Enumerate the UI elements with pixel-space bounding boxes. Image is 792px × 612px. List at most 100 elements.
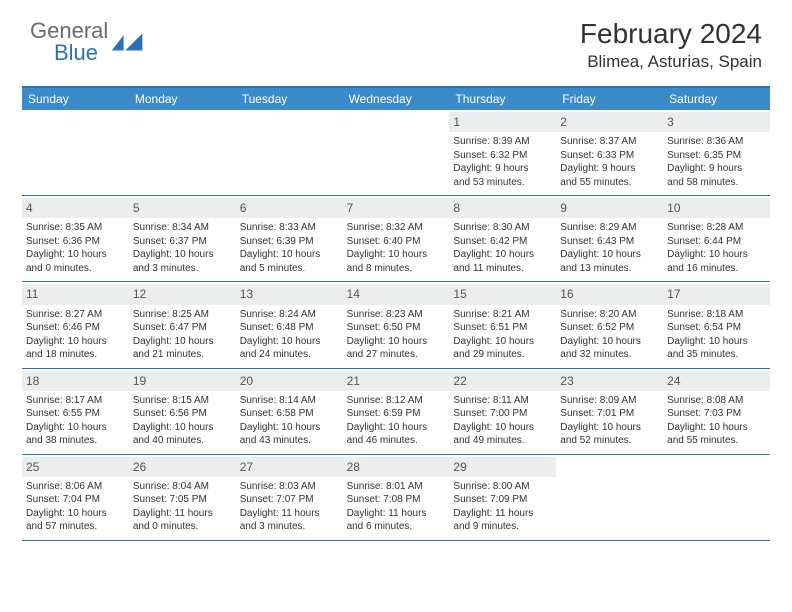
day-number: 18 (22, 371, 129, 391)
daylight-text: Daylight: 9 hours (560, 162, 659, 176)
daylight-text: and 3 minutes. (240, 520, 339, 534)
sunrise-text: Sunrise: 8:24 AM (240, 308, 339, 322)
day-cell: 8Sunrise: 8:30 AMSunset: 6:42 PMDaylight… (449, 196, 556, 281)
sunset-text: Sunset: 6:43 PM (560, 235, 659, 249)
sunset-text: Sunset: 7:07 PM (240, 493, 339, 507)
month-title: February 2024 (580, 18, 762, 50)
sunrise-text: Sunrise: 8:29 AM (560, 221, 659, 235)
daylight-text: and 5 minutes. (240, 262, 339, 276)
day-cell: 26Sunrise: 8:04 AMSunset: 7:05 PMDayligh… (129, 455, 236, 540)
day-number: 15 (449, 284, 556, 304)
sunset-text: Sunset: 6:46 PM (26, 321, 125, 335)
daylight-text: Daylight: 10 hours (26, 421, 125, 435)
daylight-text: Daylight: 11 hours (240, 507, 339, 521)
day-cell: 29Sunrise: 8:00 AMSunset: 7:09 PMDayligh… (449, 455, 556, 540)
day-cell: 11 Sunrise: 8:27 AMSunset: 6:46 PMDayligh… (22, 282, 129, 367)
sunrise-text: Sunrise: 8:32 AM (347, 221, 446, 235)
sunset-text: Sunset: 6:47 PM (133, 321, 232, 335)
weekday-header: Thursday (449, 88, 556, 110)
sunset-text: Sunset: 7:05 PM (133, 493, 232, 507)
sunrise-text: Sunrise: 8:21 AM (453, 308, 552, 322)
day-cell: 12Sunrise: 8:25 AMSunset: 6:47 PMDayligh… (129, 282, 236, 367)
daylight-text: Daylight: 10 hours (560, 421, 659, 435)
day-number: 11 (22, 284, 129, 304)
day-number: 7 (343, 198, 450, 218)
day-cell: 24Sunrise: 8:08 AMSunset: 7:03 PMDayligh… (663, 369, 770, 454)
day-number: 10 (663, 198, 770, 218)
day-cell: 16Sunrise: 8:20 AMSunset: 6:52 PMDayligh… (556, 282, 663, 367)
weekday-header: Saturday (663, 88, 770, 110)
day-number: 26 (129, 457, 236, 477)
title-block: February 2024 Blimea, Asturias, Spain (580, 18, 762, 72)
day-number: 17 (663, 284, 770, 304)
day-number: 13 (236, 284, 343, 304)
day-cell: 23Sunrise: 8:09 AMSunset: 7:01 PMDayligh… (556, 369, 663, 454)
daylight-text: Daylight: 10 hours (560, 248, 659, 262)
day-cell: 2 Sunrise: 8:37 AMSunset: 6:33 PMDaylight… (556, 110, 663, 195)
daylight-text: and 13 minutes. (560, 262, 659, 276)
day-cell (343, 110, 450, 195)
calendar: SundayMondayTuesdayWednesdayThursdayFrid… (22, 86, 770, 541)
sunset-text: Sunset: 6:55 PM (26, 407, 125, 421)
sunset-text: Sunset: 6:35 PM (667, 149, 766, 163)
sunrise-text: Sunrise: 8:09 AM (560, 394, 659, 408)
sunset-text: Sunset: 7:04 PM (26, 493, 125, 507)
daylight-text: Daylight: 10 hours (133, 248, 232, 262)
daylight-text: Daylight: 10 hours (133, 421, 232, 435)
day-number: 2 (556, 112, 663, 132)
day-number: 21 (343, 371, 450, 391)
day-cell: 28Sunrise: 8:01 AMSunset: 7:08 PMDayligh… (343, 455, 450, 540)
daylight-text: and 32 minutes. (560, 348, 659, 362)
daylight-text: Daylight: 10 hours (347, 335, 446, 349)
daylight-text: and 35 minutes. (667, 348, 766, 362)
sunrise-text: Sunrise: 8:27 AM (26, 308, 125, 322)
sunrise-text: Sunrise: 8:12 AM (347, 394, 446, 408)
week-row: 1Sunrise: 8:39 AMSunset: 6:32 PMDaylight… (22, 110, 770, 196)
sunrise-text: Sunrise: 8:37 AM (560, 135, 659, 149)
sunrise-text: Sunrise: 8:01 AM (347, 480, 446, 494)
sunset-text: Sunset: 6:59 PM (347, 407, 446, 421)
sunset-text: Sunset: 6:56 PM (133, 407, 232, 421)
sunset-text: Sunset: 6:58 PM (240, 407, 339, 421)
daylight-text: Daylight: 10 hours (347, 248, 446, 262)
daylight-text: and 55 minutes. (560, 176, 659, 190)
day-cell: 22Sunrise: 8:11 AMSunset: 7:00 PMDayligh… (449, 369, 556, 454)
weekday-header: Friday (556, 88, 663, 110)
sunset-text: Sunset: 6:48 PM (240, 321, 339, 335)
daylight-text: and 58 minutes. (667, 176, 766, 190)
daylight-text: Daylight: 11 hours (133, 507, 232, 521)
day-number: 1 (449, 112, 556, 132)
day-number: 22 (449, 371, 556, 391)
weekday-header: Tuesday (236, 88, 343, 110)
daylight-text: Daylight: 10 hours (26, 507, 125, 521)
daylight-text: and 3 minutes. (133, 262, 232, 276)
daylight-text: Daylight: 10 hours (240, 421, 339, 435)
day-cell: 5Sunrise: 8:34 AMSunset: 6:37 PMDaylight… (129, 196, 236, 281)
daylight-text: and 40 minutes. (133, 434, 232, 448)
day-number: 9 (556, 198, 663, 218)
day-cell (236, 110, 343, 195)
daylight-text: and 43 minutes. (240, 434, 339, 448)
sunrise-text: Sunrise: 8:35 AM (26, 221, 125, 235)
daylight-text: and 46 minutes. (347, 434, 446, 448)
sunrise-text: Sunrise: 8:06 AM (26, 480, 125, 494)
daylight-text: Daylight: 10 hours (133, 335, 232, 349)
sunset-text: Sunset: 7:08 PM (347, 493, 446, 507)
sunset-text: Sunset: 6:33 PM (560, 149, 659, 163)
day-cell: 27Sunrise: 8:03 AMSunset: 7:07 PMDayligh… (236, 455, 343, 540)
day-cell: 17Sunrise: 8:18 AMSunset: 6:54 PMDayligh… (663, 282, 770, 367)
daylight-text: Daylight: 10 hours (26, 335, 125, 349)
sunrise-text: Sunrise: 8:25 AM (133, 308, 232, 322)
sunset-text: Sunset: 6:50 PM (347, 321, 446, 335)
sunset-text: Sunset: 6:40 PM (347, 235, 446, 249)
sunset-text: Sunset: 6:36 PM (26, 235, 125, 249)
daylight-text: and 24 minutes. (240, 348, 339, 362)
daylight-text: Daylight: 10 hours (240, 335, 339, 349)
header: General Blue February 2024 Blimea, Astur… (0, 0, 792, 80)
day-cell (129, 110, 236, 195)
day-number: 6 (236, 198, 343, 218)
day-number: 8 (449, 198, 556, 218)
daylight-text: and 49 minutes. (453, 434, 552, 448)
daylight-text: and 9 minutes. (453, 520, 552, 534)
daylight-text: and 8 minutes. (347, 262, 446, 276)
